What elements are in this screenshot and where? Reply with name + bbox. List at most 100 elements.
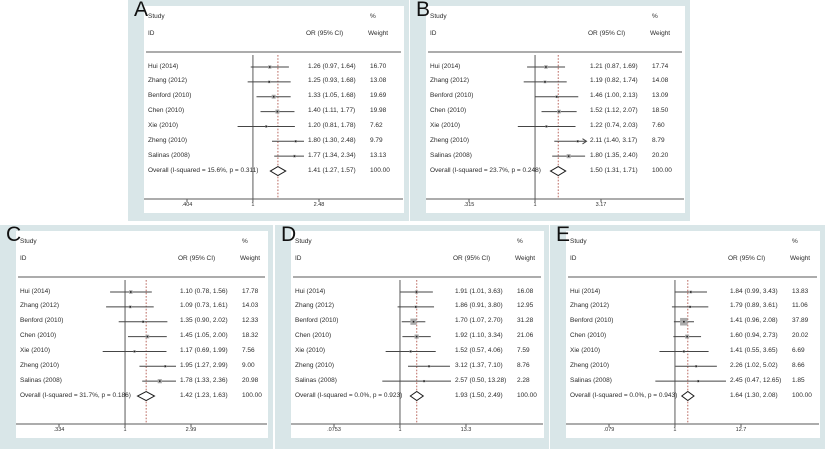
study-weight-label: 14.03 (242, 302, 259, 310)
col-header-id: ID (430, 30, 437, 37)
col-header-percent: % (242, 238, 248, 245)
plot-area (426, 6, 685, 213)
overall-or-ci-label: 1.64 (1.30, 2.08) (730, 391, 778, 399)
col-header-id: ID (20, 255, 27, 262)
study-weight-label: 12.33 (242, 317, 259, 325)
axis-tick-label: 13.3 (460, 426, 472, 433)
study-or-ci-label: 2.26 (1.02, 5.02) (730, 361, 778, 369)
study-or-ci-label: 1.35 (0.90, 2.02) (180, 317, 228, 325)
study-id-label: Salinas (2008) (20, 376, 62, 384)
study-weight-label: 7.60 (652, 121, 665, 129)
panel-letter: A (134, 0, 149, 21)
study-weight-label: 13.83 (792, 287, 809, 295)
study-weight-label: 20.20 (652, 151, 669, 159)
study-or-ci-label: 1.80 (1.30, 2.48) (308, 136, 356, 144)
axis-tick-label: .0753 (327, 426, 341, 433)
study-or-ci-label: 1.95 (1.27, 2.99) (180, 361, 228, 369)
study-id-label: Chen (2010) (430, 107, 467, 115)
study-id-label: Salinas (2008) (295, 376, 337, 384)
study-id-label: Benford (2010) (570, 317, 614, 325)
axis-tick-label: 1 (398, 426, 402, 433)
study-weight-label: 13.09 (652, 92, 669, 100)
study-weight-label: 16.70 (370, 62, 387, 70)
study-id-label: Xie (2010) (148, 121, 178, 129)
study-id-label: Zheng (2010) (430, 136, 470, 144)
study-weight-label: 18.32 (242, 332, 259, 340)
study-weight-label: 21.06 (517, 332, 534, 340)
study-id-label: Zhang (2012) (430, 77, 470, 85)
study-or-ci-label: 3.12 (1.37, 7.10) (455, 361, 503, 369)
forest-panel-d: D Study ID% OR (95% CI) Weight .0753 1 13.3 Hui … (275, 223, 549, 449)
study-weight-label: 31.28 (517, 317, 534, 325)
study-id-label: Hui (2014) (570, 287, 601, 295)
study-weight-label: 16.08 (517, 287, 534, 295)
study-or-ci-label: 1.84 (0.99, 3.43) (730, 287, 778, 295)
study-or-ci-label: 1.20 (0.81, 1.78) (308, 121, 356, 129)
study-weight-label: 2.28 (517, 376, 530, 384)
study-weight-label: 11.06 (792, 302, 808, 310)
study-or-ci-label: 1.25 (0.93, 1.68) (308, 77, 356, 85)
study-or-ci-label: 1.91 (1.01, 3.63) (455, 287, 503, 295)
study-or-ci-label: 1.21 (0.87, 1.69) (590, 62, 638, 70)
axis-tick-label: 3.17 (595, 201, 607, 208)
study-or-ci-label: 2.57 (0.50, 13.28) (455, 376, 507, 384)
col-header-study: Study (430, 13, 447, 20)
study-id-label: Chen (2010) (148, 107, 185, 115)
panel-letter: C (6, 223, 22, 246)
study-weight-label: 9.00 (242, 361, 255, 369)
overall-or-ci-label: 1.41 (1.27, 1.57) (308, 166, 356, 174)
forest-panel-c: C Study ID% OR (95% CI) Weight .334 1 2.99 Hui (… (0, 223, 273, 449)
axis-tick-label: 1 (251, 201, 255, 208)
study-or-ci-label: 1.40 (1.11, 1.77) (308, 107, 356, 115)
study-weight-label: 7.59 (517, 346, 530, 354)
study-id-label: Salinas (2008) (430, 151, 472, 159)
study-weight-label: 7.56 (242, 346, 255, 354)
study-id-label: Zhang (2012) (20, 302, 60, 310)
axis-tick-label: 2.48 (313, 201, 325, 208)
plot-area (16, 231, 268, 438)
col-header-or-ci: OR (95% CI) (728, 255, 766, 262)
axis-tick-label: 1 (533, 201, 537, 208)
study-weight-label: 17.74 (652, 62, 669, 70)
study-or-ci-label: 1.78 (1.33, 2.36) (180, 376, 228, 384)
study-or-ci-label: 1.77 (1.34, 2.34) (308, 151, 356, 159)
study-id-label: Xie (2010) (430, 121, 460, 129)
study-weight-label: 9.79 (370, 136, 383, 144)
overall-label: Overall (I-squared = 0.0%, p = 0.923) (295, 391, 403, 399)
study-weight-label: 18.50 (652, 107, 669, 115)
col-header-weight: Weight (650, 30, 671, 37)
col-header-study: Study (148, 13, 165, 20)
overall-or-ci-label: 1.93 (1.50, 2.49) (455, 391, 503, 399)
study-or-ci-label: 1.52 (1.12, 2.07) (590, 107, 638, 115)
study-or-ci-label: 1.45 (1.05, 2.00) (180, 332, 228, 340)
study-weight-label: 19.69 (370, 92, 387, 100)
study-weight-label: 13.08 (370, 77, 387, 85)
col-header-weight: Weight (515, 255, 536, 262)
col-header-or-ci: OR (95% CI) (588, 30, 626, 37)
col-header-study: Study (295, 238, 312, 245)
study-id-label: Chen (2010) (570, 332, 607, 340)
axis-tick-label: .315 (463, 201, 475, 208)
study-weight-label: 8.79 (652, 136, 665, 144)
study-or-ci-label: 1.92 (1.10, 3.34) (455, 332, 503, 340)
forest-panel-b: B Study ID% OR (95% CI) Weight .315 1 3.17 Hui (… (410, 0, 690, 221)
study-id-label: Hui (2014) (430, 62, 461, 70)
col-header-id: ID (295, 255, 302, 262)
overall-label: Overall (I-squared = 31.7%, p = 0.186) (20, 391, 131, 399)
study-or-ci-label: 1.46 (1.00, 2.13) (590, 92, 638, 100)
plot-area (566, 231, 820, 438)
forest-panel-e: E Study ID% OR (95% CI) Weight .079 1 12.7 Hui (… (550, 223, 825, 449)
col-header-or-ci: OR (95% CI) (453, 255, 491, 262)
col-header-weight: Weight (240, 255, 261, 262)
col-header-id: ID (570, 255, 577, 262)
col-header-percent: % (792, 238, 798, 245)
study-or-ci-label: 2.45 (0.47, 12.65) (730, 376, 782, 384)
col-header-weight: Weight (368, 30, 389, 37)
study-or-ci-label: 1.26 (0.97, 1.64) (308, 62, 356, 70)
study-or-ci-label: 1.79 (0.89, 3.61) (730, 302, 778, 310)
study-or-ci-label: 2.11 (1.40, 3.17) (590, 136, 638, 144)
study-id-label: Xie (2010) (295, 346, 325, 354)
study-weight-label: 7.62 (370, 121, 383, 129)
study-id-label: Salinas (2008) (570, 376, 612, 384)
